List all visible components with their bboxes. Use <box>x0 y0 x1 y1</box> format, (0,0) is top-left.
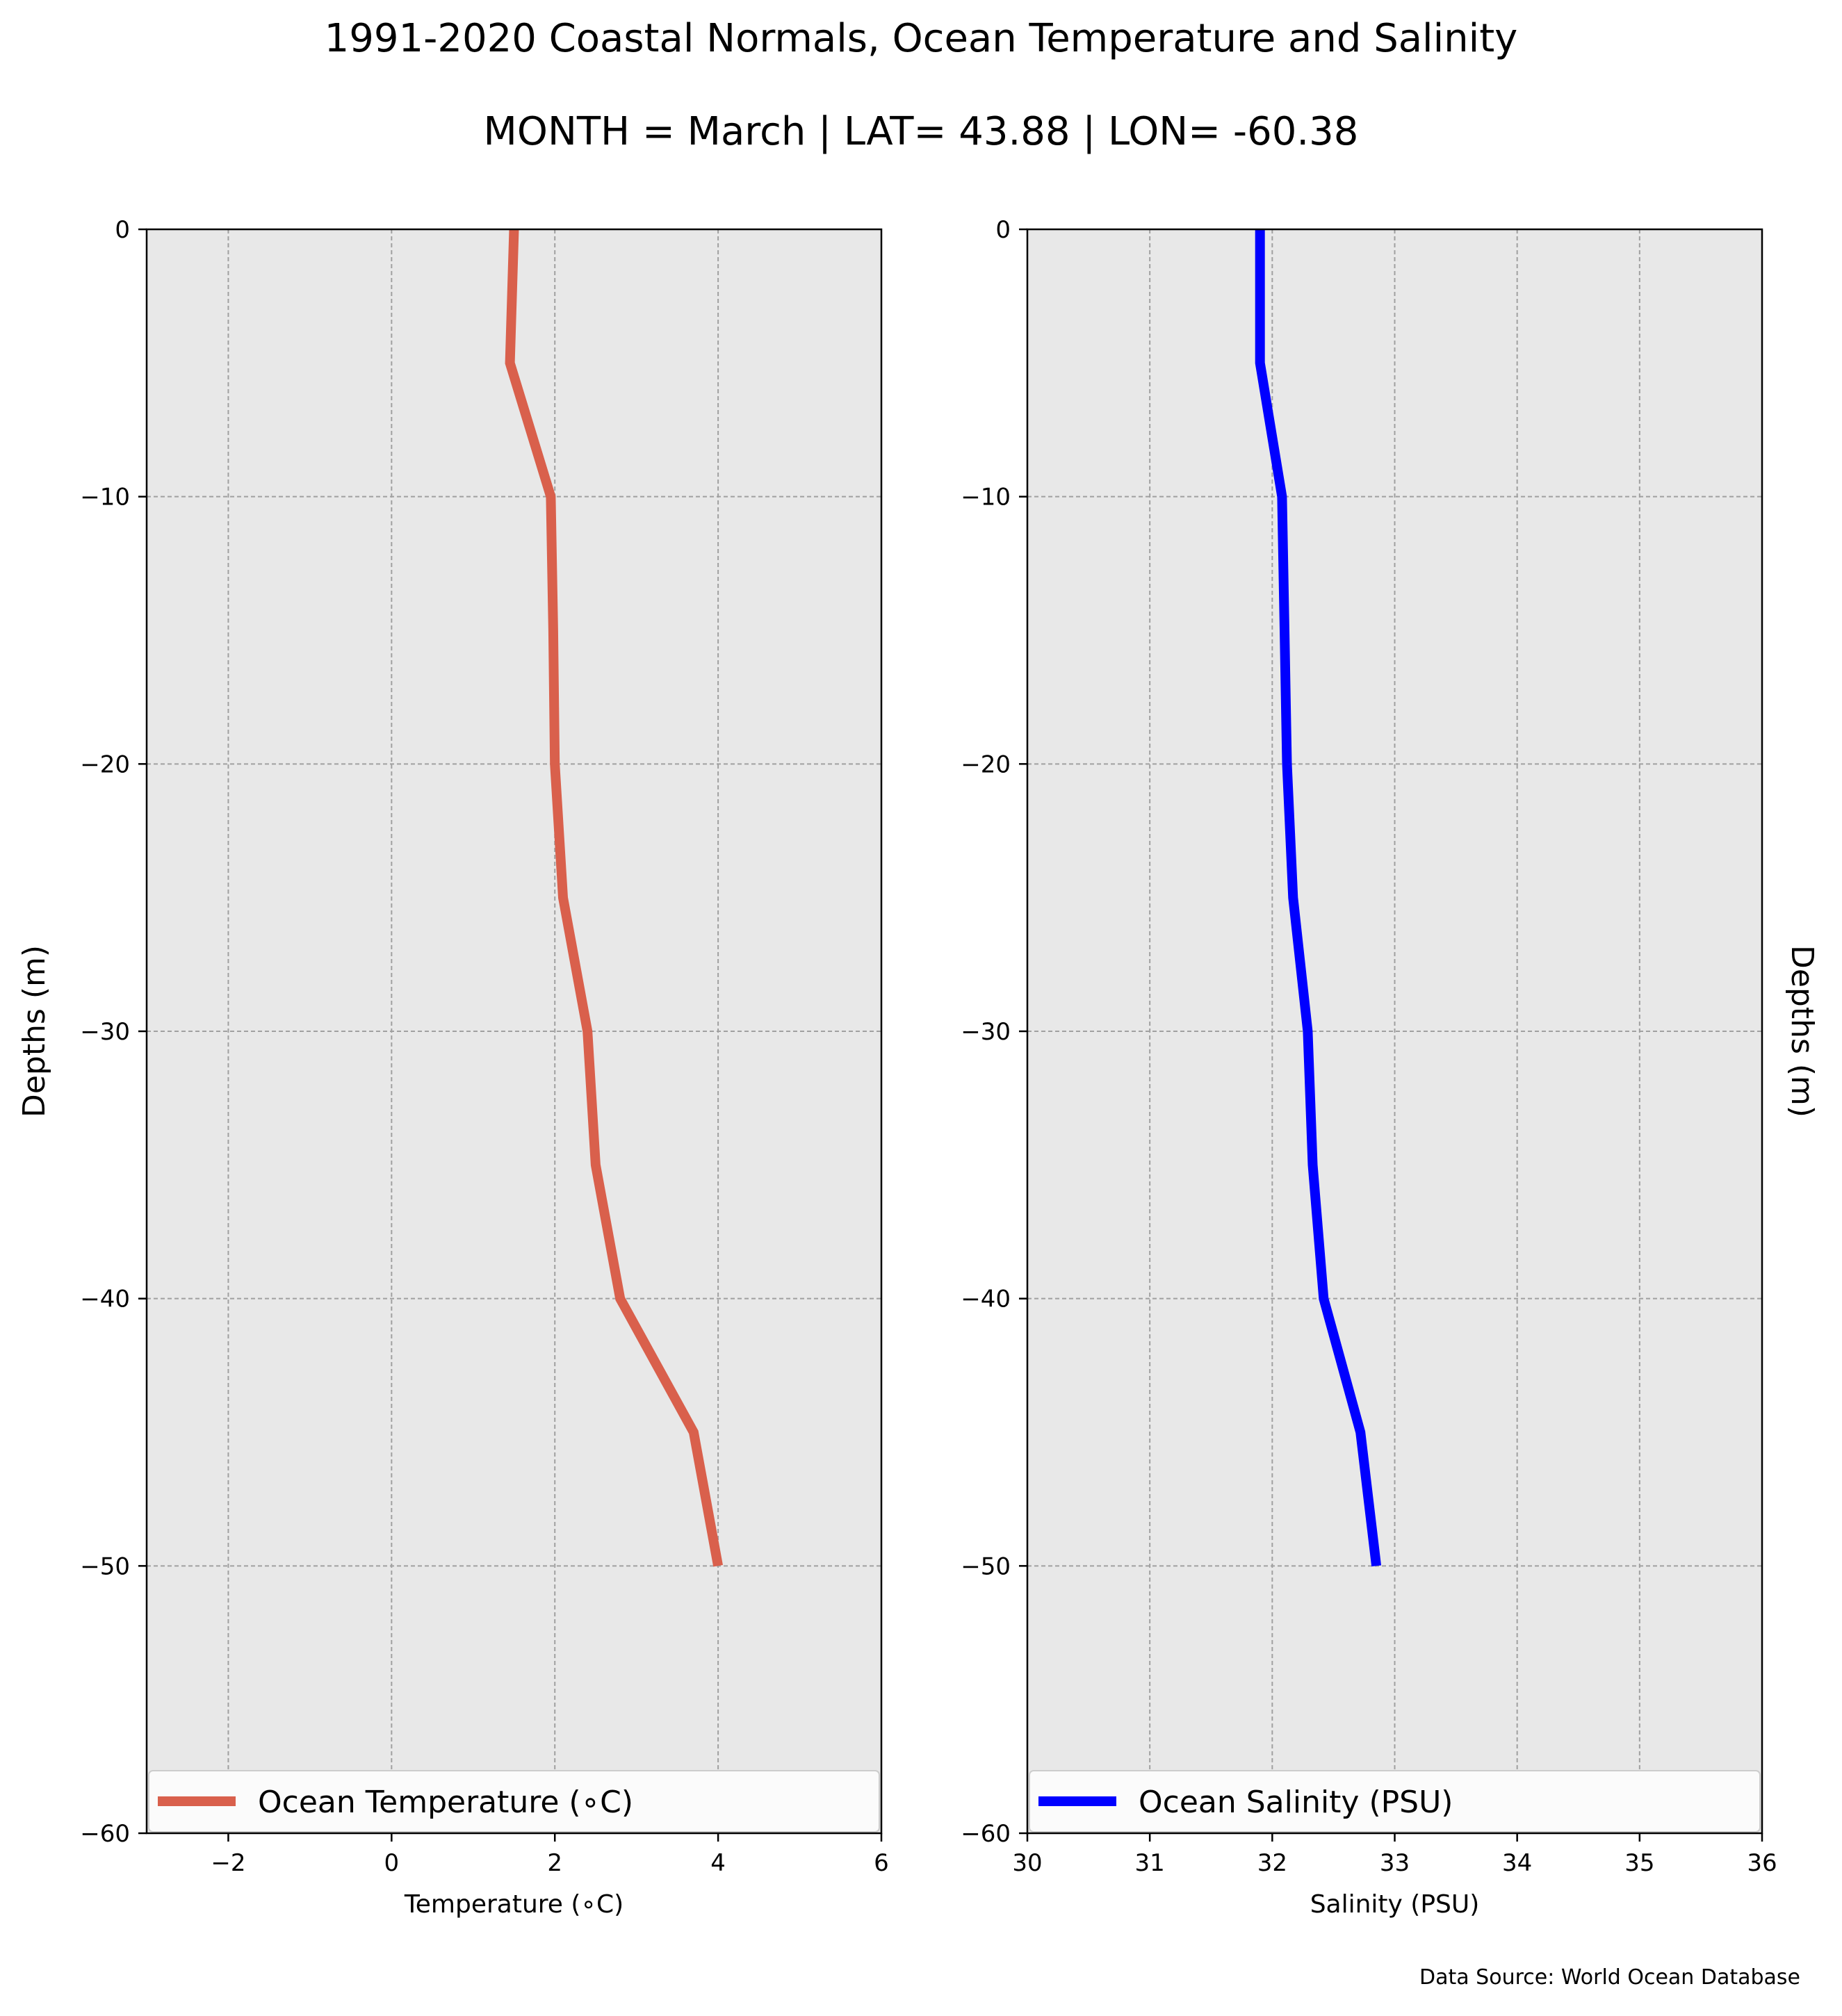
temperature-legend-label: Ocean Temperature (∘C) <box>258 1785 633 1820</box>
salinity-legend-label: Ocean Salinity (PSU) <box>1139 1785 1453 1820</box>
temperature-ytick-label: −10 <box>80 484 130 511</box>
salinity-xtick-label: 31 <box>1135 1849 1165 1877</box>
figure-title: 1991-2020 Coastal Normals, Ocean Tempera… <box>324 16 1518 61</box>
temperature-ytick-label: −60 <box>80 1820 130 1848</box>
salinity-ytick-label: −10 <box>961 484 1011 511</box>
salinity-xtick-label: 34 <box>1502 1849 1532 1877</box>
temperature-ytick-label: −40 <box>80 1286 130 1313</box>
temperature-xtick-label: 2 <box>547 1849 562 1877</box>
salinity-ytick-label: −60 <box>961 1820 1011 1848</box>
temperature-xtick-label: 4 <box>710 1849 726 1877</box>
salinity-ytick-label: −40 <box>961 1286 1011 1313</box>
salinity-xtick-label: 30 <box>1012 1849 1042 1877</box>
salinity-ytick-label: −20 <box>961 751 1011 778</box>
salinity-xtick-label: 32 <box>1257 1849 1287 1877</box>
temperature-ytick-label: −30 <box>80 1018 130 1046</box>
temperature-xlabel: Temperature (∘C) <box>404 1890 623 1919</box>
temperature-xtick-label: −2 <box>211 1849 245 1877</box>
salinity-series-line <box>1255 229 1382 1567</box>
temperature-ytick-label: −50 <box>80 1552 130 1580</box>
figure-subtitle: MONTH = March | LAT= 43.88 | LON= -60.38 <box>483 109 1359 154</box>
salinity-legend-box <box>1029 1770 1761 1833</box>
salinity-ytick-label: −30 <box>961 1018 1011 1046</box>
temperature-xtick-label: 0 <box>384 1849 400 1877</box>
salinity-xlabel: Salinity (PSU) <box>1310 1890 1480 1919</box>
salinity-ytick-label: −50 <box>961 1552 1011 1580</box>
salinity-xtick-label: 35 <box>1624 1849 1654 1877</box>
temperature-ytick-label: 0 <box>115 216 130 244</box>
salinity-ylabel: Depths (m) <box>1784 945 1820 1117</box>
temperature-ylabel: Depths (m) <box>17 945 52 1117</box>
temperature-plot-area <box>147 229 881 1833</box>
temperature-ytick-label: −20 <box>80 751 130 778</box>
temperature-xtick-label: 6 <box>874 1849 889 1877</box>
data-source-note: Data Source: World Ocean Database <box>1419 1965 1800 1990</box>
temperature-legend-box <box>148 1770 880 1833</box>
temperature-series-line <box>505 229 723 1567</box>
salinity-ytick-label: 0 <box>995 216 1011 244</box>
salinity-xtick-label: 36 <box>1747 1849 1777 1877</box>
salinity-xtick-label: 33 <box>1380 1849 1410 1877</box>
